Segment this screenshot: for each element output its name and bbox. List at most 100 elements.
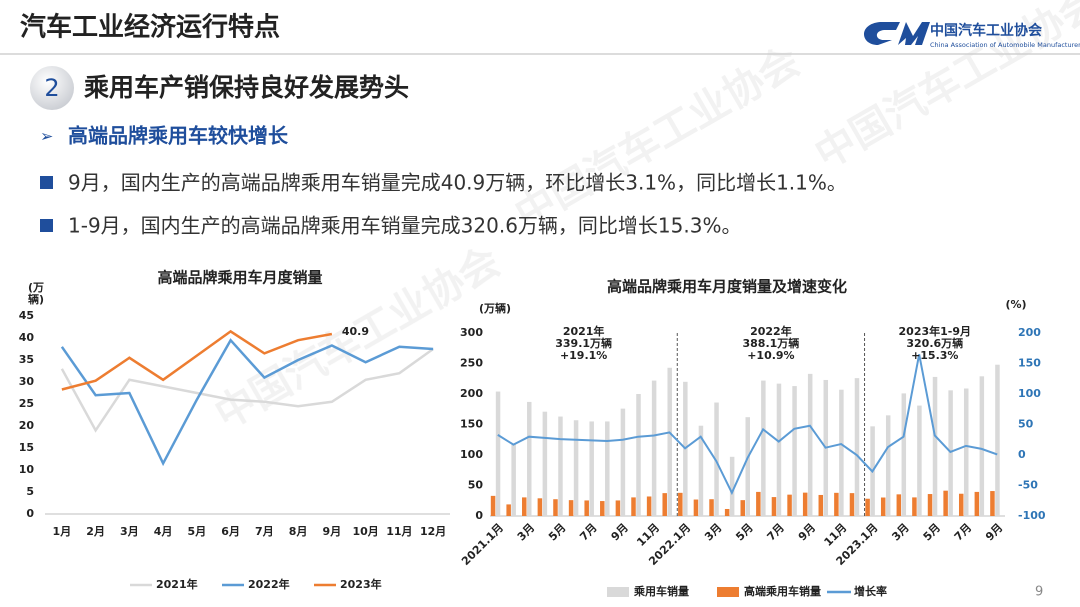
legend-label: 乘用车销量 xyxy=(633,584,689,598)
logo-icon xyxy=(864,22,930,45)
annotation: 2023年1-9月 xyxy=(899,324,972,338)
bar xyxy=(506,504,511,516)
watermark-text: 中国汽车工业协会 xyxy=(508,38,808,238)
x-tick-label: 9月 xyxy=(323,525,342,538)
bar xyxy=(834,492,839,516)
chart-title: 高端品牌乘用车月度销量 xyxy=(157,269,322,287)
x-tick-label: 8月 xyxy=(289,525,308,538)
bar xyxy=(729,456,735,516)
bar xyxy=(958,493,964,516)
x-tick-label: 2月 xyxy=(86,525,105,538)
legend-label: 2021年 xyxy=(156,577,198,591)
bar xyxy=(896,494,902,516)
x-tick-label: 7月 xyxy=(765,521,787,543)
x-tick-label: 3月 xyxy=(515,521,537,543)
bar xyxy=(885,415,891,516)
bar xyxy=(724,508,730,516)
bar xyxy=(678,492,683,516)
x-tick-label: 4月 xyxy=(154,525,173,538)
x-tick-label: 1月 xyxy=(53,525,72,538)
y-tick-label: 35 xyxy=(19,353,34,366)
y-tick-label: 150 xyxy=(460,418,483,431)
bar xyxy=(849,493,855,516)
x-tick-label: 10月 xyxy=(352,525,378,538)
section-number: 2 xyxy=(44,74,59,102)
x-tick-label: 9月 xyxy=(983,521,1005,543)
x-tick-label: 11月 xyxy=(822,521,850,549)
x-tick-label: 5月 xyxy=(188,525,207,538)
y-tick-label: 50 xyxy=(468,479,484,492)
x-tick-label: 5月 xyxy=(733,521,755,543)
x-tick-label: 7月 xyxy=(255,525,274,538)
annotation: +10.9% xyxy=(747,349,794,362)
bar xyxy=(667,367,672,516)
bar xyxy=(912,497,917,516)
bar xyxy=(974,491,980,516)
bar xyxy=(943,490,948,516)
y-axis-label: (万 xyxy=(28,281,44,294)
bar xyxy=(646,496,652,516)
bar xyxy=(693,499,699,516)
series-line xyxy=(60,338,434,467)
series-line xyxy=(60,347,434,433)
bar xyxy=(787,494,792,516)
x-tick-label: 3月 xyxy=(889,521,911,543)
bullet-marker xyxy=(40,176,53,189)
y2-tick-label: -50 xyxy=(1018,479,1038,492)
legend-label: 高端乘用车销量 xyxy=(744,584,821,598)
section-title: 乘用车产销保持良好发展势头 xyxy=(84,73,409,102)
x-tick-label: 6月 xyxy=(221,525,240,538)
bar xyxy=(558,416,563,516)
y2-tick-label: 100 xyxy=(1018,387,1041,400)
annotation: 2021年 xyxy=(563,324,605,338)
bar xyxy=(901,393,907,516)
bar xyxy=(792,386,797,516)
x-tick-label: 7月 xyxy=(577,521,599,543)
bar xyxy=(839,389,844,516)
chart-title: 高端品牌乘用车月度销量及增速变化 xyxy=(607,278,847,296)
bar xyxy=(631,497,636,516)
bullet: 1-9月，国内生产的高端品牌乘用车销量完成320.6万辆，同比增长15.3%。 xyxy=(68,214,741,238)
x-tick-label: 11月 xyxy=(386,525,412,538)
logo-cn: 中国汽车工业协会 xyxy=(930,22,1043,39)
y-tick-label: 300 xyxy=(460,326,483,339)
bar xyxy=(605,421,610,516)
bar xyxy=(776,383,782,516)
x-tick-label: 11月 xyxy=(634,521,662,549)
bar xyxy=(771,497,777,516)
bar xyxy=(651,380,657,516)
bar xyxy=(490,495,496,516)
y-tick-label: 0 xyxy=(26,507,34,520)
bar xyxy=(495,391,501,516)
header-title: 汽车工业经济运行特点 xyxy=(20,12,280,43)
bar xyxy=(880,497,886,516)
x-tick-label: 3月 xyxy=(702,521,724,543)
bar xyxy=(589,421,594,516)
x-tick-label: 5月 xyxy=(921,521,943,543)
y2-tick-label: 150 xyxy=(1018,357,1041,370)
y-tick-label: 25 xyxy=(19,397,34,410)
y-tick-label: 20 xyxy=(19,419,35,432)
bar xyxy=(553,499,558,516)
legend-label: 2023年 xyxy=(340,577,382,591)
x-tick-label: 9月 xyxy=(609,521,631,543)
bar xyxy=(995,364,1000,516)
y-tick-label: 15 xyxy=(19,441,34,454)
bar xyxy=(600,501,605,516)
bar xyxy=(818,494,824,516)
bar xyxy=(948,390,953,516)
bar xyxy=(740,500,745,516)
section-badge xyxy=(30,66,74,110)
annotation: 2022年 xyxy=(750,324,792,338)
x-tick-label: 7月 xyxy=(952,521,974,543)
bar xyxy=(522,497,527,516)
bar xyxy=(537,498,543,516)
bar xyxy=(756,491,761,516)
y2-tick-label: 50 xyxy=(1018,418,1034,431)
bar xyxy=(615,500,621,516)
data-label: 40.9 xyxy=(342,325,369,338)
bar xyxy=(636,394,641,516)
y-tick-label: 250 xyxy=(460,357,483,370)
y-tick-label: 10 xyxy=(19,463,35,476)
